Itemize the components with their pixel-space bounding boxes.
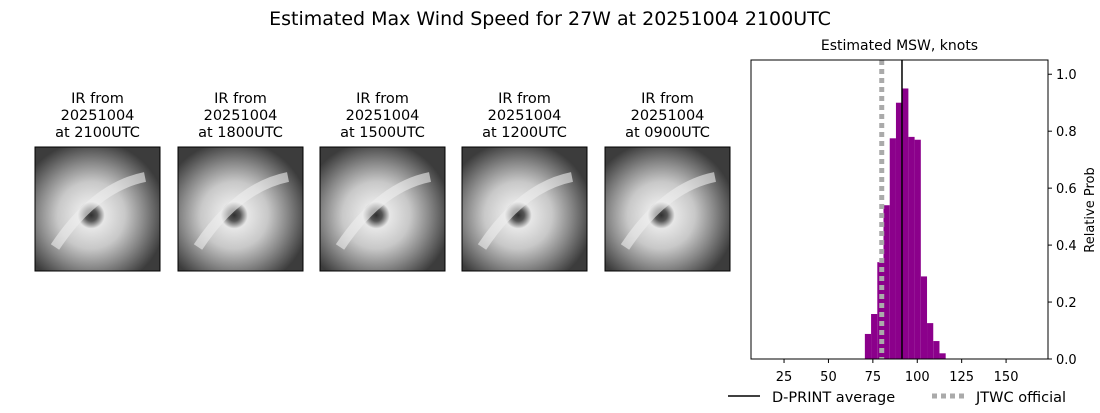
panel-label: at 1500UTC — [340, 125, 425, 141]
legend-label: D-PRINT average — [772, 390, 895, 406]
bar — [864, 333, 872, 359]
panel-label: 20251004 — [488, 108, 562, 124]
panel-label: 20251004 — [346, 108, 420, 124]
panel-label: at 1800UTC — [198, 125, 283, 141]
x-tick-label: 125 — [949, 370, 974, 385]
y-axis-label: Relative Prob — [1083, 167, 1098, 252]
panel-label: IR from — [71, 91, 124, 107]
plot-frame — [750, 59, 1049, 360]
panel-label: at 1200UTC — [482, 125, 567, 141]
x-tick-label: 150 — [994, 370, 1019, 385]
panel-label: IR from — [641, 91, 694, 107]
bar — [939, 353, 946, 359]
cloud-band — [193, 172, 290, 250]
y-tick-label: 0.0 — [1056, 353, 1077, 368]
bar — [877, 262, 884, 359]
panel-label: at 2100UTC — [55, 125, 140, 141]
page-title: Estimated Max Wind Speed for 27W at 2025… — [269, 8, 831, 30]
ir-image — [34, 146, 161, 272]
ir-image — [319, 146, 446, 272]
cloud-band — [335, 172, 432, 250]
cloud-band — [477, 172, 574, 250]
bar — [933, 341, 940, 359]
x-tick-label: 50 — [820, 370, 837, 385]
bar — [902, 88, 909, 359]
ir-image — [604, 146, 731, 272]
bar — [883, 205, 890, 359]
bar — [889, 138, 896, 359]
bar — [895, 102, 903, 359]
panel-label: IR from — [214, 91, 267, 107]
bar — [914, 139, 921, 359]
cloud-band — [50, 172, 147, 250]
y-tick-label: 0.2 — [1056, 296, 1077, 311]
x-tick-label: 25 — [776, 370, 793, 385]
bar — [920, 276, 928, 359]
chart-title: Estimated MSW, knots — [821, 38, 978, 54]
cloud-band — [620, 172, 717, 250]
ir-image — [461, 146, 588, 272]
ir-image — [177, 146, 304, 272]
y-tick-label: 1.0 — [1056, 68, 1077, 83]
panel-label: 20251004 — [204, 108, 278, 124]
x-tick-label: 75 — [865, 370, 882, 385]
panel-label: 20251004 — [631, 108, 705, 124]
panel-label: at 0900UTC — [625, 125, 710, 141]
x-tick-label: 100 — [905, 370, 930, 385]
bar — [871, 314, 878, 359]
bar — [908, 136, 915, 359]
y-tick-label: 0.4 — [1056, 239, 1077, 254]
panel-label: 20251004 — [61, 108, 135, 124]
bar — [927, 323, 934, 359]
legend-label: JTWC official — [975, 390, 1066, 406]
y-tick-label: 0.8 — [1056, 125, 1077, 140]
panel-label: IR from — [498, 91, 551, 107]
panel-label: IR from — [356, 91, 409, 107]
y-tick-label: 0.6 — [1056, 182, 1077, 197]
